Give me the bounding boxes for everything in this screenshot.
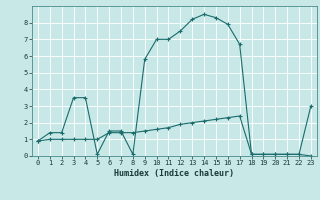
X-axis label: Humidex (Indice chaleur): Humidex (Indice chaleur): [115, 169, 234, 178]
